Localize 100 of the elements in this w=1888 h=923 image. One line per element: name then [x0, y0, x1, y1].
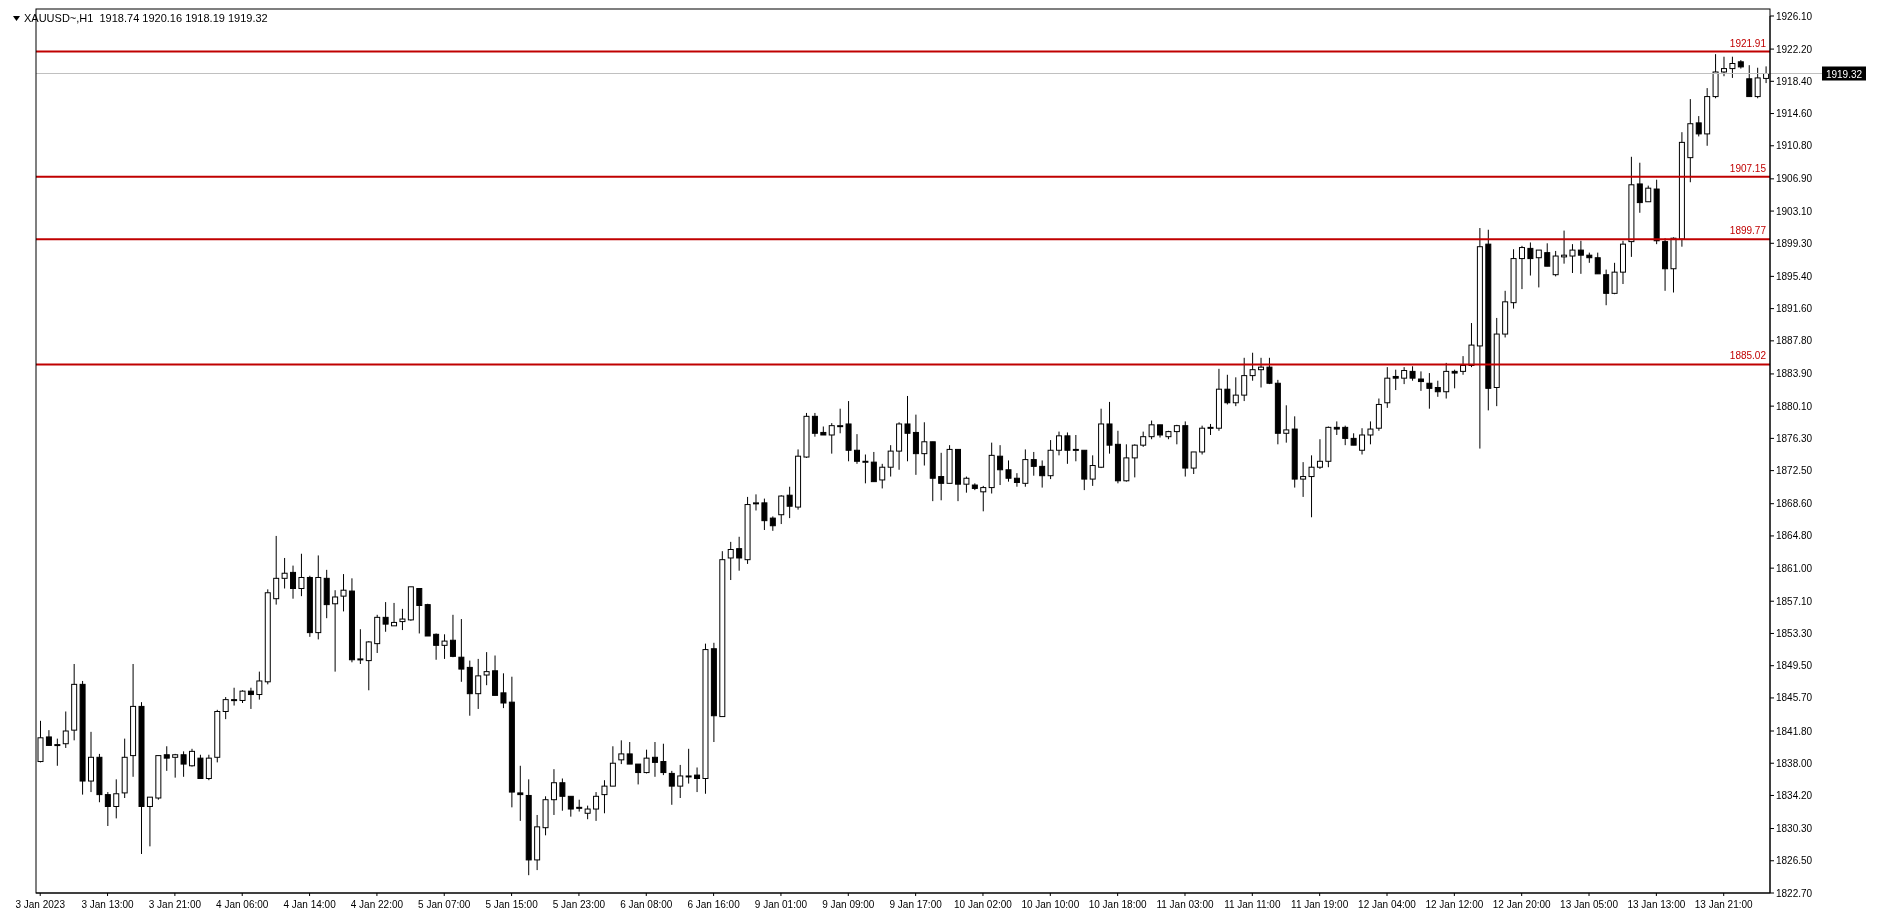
x-tick-label: 11 Jan 19:00	[1291, 899, 1349, 910]
x-tick-label: 11 Jan 11:00	[1224, 899, 1281, 910]
y-tick-label: 1906.90	[1776, 173, 1813, 185]
candlestick	[365, 640, 372, 691]
candlestick	[1460, 355, 1467, 376]
candlestick	[752, 493, 759, 511]
candlestick	[449, 614, 456, 658]
candlestick	[1249, 352, 1256, 382]
candlestick	[997, 444, 1004, 486]
candlestick	[382, 601, 389, 633]
candlestick	[205, 754, 212, 781]
candlestick	[1089, 454, 1096, 487]
candlestick	[1072, 434, 1079, 462]
candlestick	[399, 608, 406, 631]
x-tick-label: 3 Jan 21:00	[148, 899, 202, 910]
candlestick	[837, 408, 844, 434]
candlestick	[391, 602, 398, 627]
candlestick	[281, 557, 288, 590]
candlestick	[1636, 162, 1643, 214]
candlestick	[567, 795, 574, 818]
candlestick	[357, 628, 364, 665]
y-tick-label: 1926.10	[1776, 10, 1813, 22]
ref-line-label: 1907.15	[1729, 162, 1767, 174]
candlestick	[1451, 369, 1458, 389]
candlestick	[1426, 372, 1433, 410]
candlestick	[1535, 249, 1542, 288]
candlestick	[1359, 427, 1366, 455]
x-tick-label: 10 Jan 02:00	[954, 899, 1013, 910]
candlestick	[1754, 67, 1761, 99]
y-tick-label: 1880.10	[1776, 400, 1813, 412]
candlestick	[1569, 243, 1576, 274]
candlestick	[879, 463, 886, 489]
x-tick-label: 5 Jan 07:00	[418, 899, 471, 910]
candlestick	[1241, 357, 1248, 402]
candlestick	[104, 791, 111, 827]
candlestick	[761, 498, 768, 531]
candlestick	[1308, 454, 1315, 518]
candlestick	[887, 444, 894, 478]
candlestick	[601, 779, 608, 814]
candlestick	[811, 412, 818, 438]
candlestick	[180, 750, 187, 778]
candlestick	[1367, 420, 1374, 445]
y-tick-label: 1918.40	[1776, 75, 1813, 87]
x-tick-label: 5 Jan 23:00	[552, 899, 606, 910]
y-tick-label: 1872.50	[1776, 465, 1813, 477]
x-tick-label: 13 Jan 21:00	[1694, 899, 1754, 910]
candlestick	[854, 433, 860, 465]
x-tick-label: 12 Jan 04:00	[1358, 899, 1417, 910]
candlestick	[828, 422, 835, 455]
y-tick-label: 1845.70	[1776, 692, 1813, 704]
candlestick	[1611, 262, 1618, 295]
x-tick-label: 11 Jan 03:00	[1156, 899, 1214, 910]
candlestick	[668, 770, 675, 806]
y-tick-label: 1868.60	[1776, 498, 1813, 510]
y-tick-label: 1841.80	[1776, 725, 1813, 737]
candlestick	[290, 565, 297, 600]
candlestick	[1283, 404, 1290, 444]
chart-title: XAUUSD~,H1 1918.74 1920.16 1918.19 1919.32	[24, 12, 268, 24]
candlestick	[1039, 459, 1046, 489]
candlestick	[298, 553, 305, 597]
y-tick-label: 1903.10	[1776, 205, 1813, 217]
ref-line-label: 1921.91	[1729, 37, 1767, 49]
ref-line-label: 1885.02	[1729, 350, 1767, 362]
x-tick-label: 13 Jan 05:00	[1560, 899, 1619, 910]
candlestick	[247, 687, 254, 710]
y-tick-label: 1895.40	[1776, 270, 1813, 282]
candlestick	[517, 765, 524, 822]
x-tick-label: 3 Jan 2023	[15, 899, 66, 910]
candlestick	[1721, 56, 1727, 77]
y-tick-label: 1876.30	[1776, 432, 1813, 444]
y-tick-label: 1826.50	[1776, 855, 1813, 867]
y-tick-label: 1853.30	[1776, 628, 1813, 640]
candlestick	[483, 651, 490, 686]
candlestick	[1443, 362, 1450, 400]
candlestick	[904, 395, 911, 462]
candlestick	[1527, 241, 1534, 277]
candlestick	[1030, 451, 1037, 477]
candlestick	[1022, 448, 1029, 488]
candlestick	[862, 454, 869, 484]
candlestick	[433, 632, 440, 661]
candlestick	[222, 696, 229, 720]
candlestick	[1729, 56, 1736, 79]
x-tick-label: 4 Jan 22:00	[350, 899, 404, 910]
candlestick	[1064, 431, 1071, 465]
candlestick	[1603, 269, 1610, 306]
x-tick-label: 9 Jan 17:00	[889, 899, 943, 910]
x-tick-label: 13 Jan 13:00	[1627, 899, 1686, 910]
ref-line-label: 1919.32	[1825, 68, 1863, 80]
x-tick-label: 3 Jan 13:00	[81, 899, 135, 910]
candlestick	[416, 588, 423, 634]
candlestick	[197, 754, 204, 779]
candlestick	[559, 778, 566, 812]
ref-line-label: 1899.77	[1729, 225, 1767, 237]
candlestick	[1746, 64, 1753, 98]
candlestick	[458, 618, 465, 683]
candlestick	[1392, 369, 1399, 391]
candlestick	[1552, 250, 1559, 277]
x-tick-label: 12 Jan 12:00	[1425, 899, 1484, 910]
candlestick	[626, 741, 633, 765]
x-tick-label: 10 Jan 10:00	[1021, 899, 1080, 910]
